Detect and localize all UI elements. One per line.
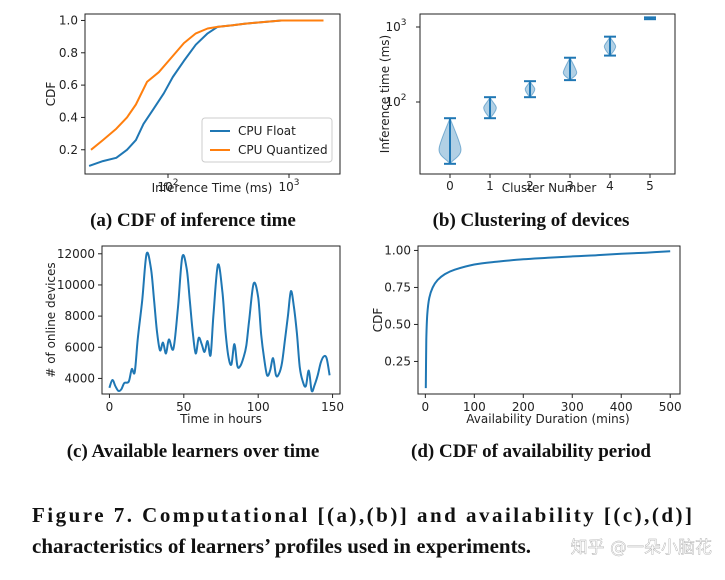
panel-d-caption: (d) CDF of availability period	[411, 441, 651, 462]
c-online-devices-line	[108, 251, 331, 393]
figure-caption-line-2: characteristics of learners’ profiles us…	[32, 534, 531, 558]
figure-caption-line-1: Figure 7. Computational [(a),(b)] and av…	[32, 503, 692, 527]
d-xtick-label-500: 500	[659, 400, 682, 414]
d-ytick-label-0.25: 0.25	[384, 354, 411, 368]
c-xtick-label-100: 100	[247, 400, 270, 414]
a-xtick-100: 102	[157, 178, 178, 194]
panel-a: 0.2 0.4 0.6 0.8 1.0 102 103 Inference Time (…	[44, 13, 341, 231]
d-xtick-label-200: 200	[512, 400, 535, 414]
c-ytick-label-4000: 4000	[64, 371, 95, 385]
panel-c: 4000 6000 8000 10000 12000 0 50 100 150 Time in…	[44, 245, 344, 462]
a-series-cpu-quantized-line	[90, 19, 324, 151]
a-ytick-label-0.8: 0.8	[59, 46, 78, 60]
panel-d-frame	[417, 245, 681, 395]
c-xtick-label-150: 150	[321, 400, 344, 414]
d-availability-cdf-line	[424, 250, 671, 389]
a-xtick-1000: 103	[278, 178, 299, 194]
panel-d: 0.25 0.50 0.75 1.00 0 100 200 300 400 500 Availa…	[371, 243, 682, 462]
c-ytick-label-8000: 8000	[64, 309, 95, 323]
d-ytick-label-1.00: 1.00	[384, 243, 411, 257]
b-xtick-label-1: 1	[486, 179, 494, 193]
panel-b-frame	[419, 13, 676, 175]
panel-c-caption: (c) Available learners over time	[67, 441, 320, 462]
panel-b: 102 103 0 1 2 3 4 5 Cluster Number Inference …	[378, 13, 676, 231]
d-x-axis-label: Availability Duration (mins)	[466, 412, 629, 426]
b-ytick-100: 102	[385, 93, 406, 109]
a-x-axis-label: Inference Time (ms)	[152, 181, 273, 195]
a-legend: CPU Float CPU Quantized	[201, 117, 333, 163]
panel-c-frame	[101, 245, 341, 395]
d-ytick-label-0.50: 0.50	[384, 317, 411, 331]
a-ytick-label-1.0: 1.0	[59, 13, 78, 27]
b-y-axis-label: Inference time (ms)	[378, 35, 392, 153]
b-x-axis-label: Cluster Number	[502, 181, 597, 195]
watermark: 知乎 @一朵小脑花	[571, 538, 712, 558]
d-xtick-label-0: 0	[422, 400, 430, 414]
c-xtick-label-0: 0	[106, 400, 114, 414]
d-xtick-label-400: 400	[610, 400, 633, 414]
a-y-axis-label: CDF	[44, 82, 58, 107]
a-legend-cpu-float: CPU Float	[238, 124, 296, 138]
d-y-axis-label: CDF	[371, 308, 385, 333]
a-ytick-label-0.4: 0.4	[59, 110, 78, 124]
c-ytick-label-12000: 12000	[57, 247, 95, 261]
b-xtick-label-3: 3	[566, 179, 574, 193]
d-xtick-label-300: 300	[561, 400, 584, 414]
a-ytick-label-0.6: 0.6	[59, 78, 78, 92]
c-y-axis-label: # of online devices	[44, 262, 58, 377]
b-ytick-1000: 103	[385, 18, 406, 34]
panel-a-frame	[84, 13, 341, 175]
panel-a-caption: (a) CDF of inference time	[90, 210, 296, 231]
panel-b-caption: (b) Clustering of devices	[433, 210, 630, 231]
c-ytick-label-6000: 6000	[64, 340, 95, 354]
d-xtick-label-100: 100	[463, 400, 486, 414]
d-ytick-label-0.75: 0.75	[384, 280, 411, 294]
a-legend-cpu-quantized: CPU Quantized	[238, 143, 328, 157]
b-xtick-label-5: 5	[646, 179, 654, 193]
c-x-axis-label: Time in hours	[179, 412, 262, 426]
a-ytick-label-0.2: 0.2	[59, 143, 78, 157]
c-xtick-label-50: 50	[176, 400, 191, 414]
b-xtick-label-0: 0	[446, 179, 454, 193]
b-xtick-label-2: 2	[526, 179, 534, 193]
b-xtick-label-4: 4	[606, 179, 614, 193]
c-ytick-label-10000: 10000	[57, 278, 95, 292]
